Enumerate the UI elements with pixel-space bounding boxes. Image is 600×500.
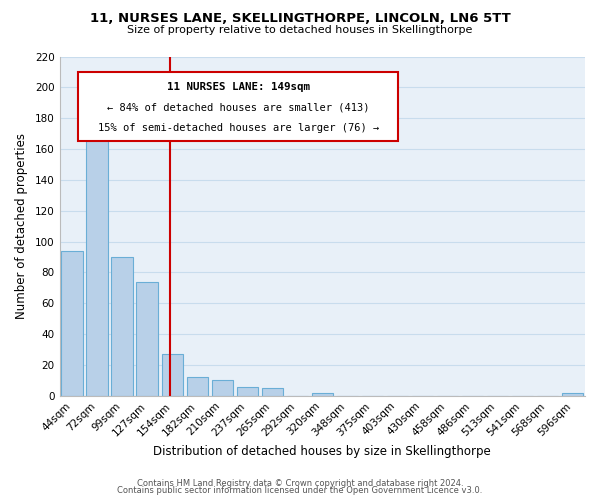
Bar xyxy=(562,393,583,396)
Text: 11 NURSES LANE: 149sqm: 11 NURSES LANE: 149sqm xyxy=(167,82,310,92)
Bar xyxy=(236,386,258,396)
Bar xyxy=(311,393,333,396)
Text: 15% of semi-detached houses are larger (76) →: 15% of semi-detached houses are larger (… xyxy=(98,124,379,134)
Bar xyxy=(136,282,158,396)
Text: ← 84% of detached houses are smaller (413): ← 84% of detached houses are smaller (41… xyxy=(107,102,370,113)
Y-axis label: Number of detached properties: Number of detached properties xyxy=(15,133,28,319)
Text: Size of property relative to detached houses in Skellingthorpe: Size of property relative to detached ho… xyxy=(127,25,473,35)
Text: 11, NURSES LANE, SKELLINGTHORPE, LINCOLN, LN6 5TT: 11, NURSES LANE, SKELLINGTHORPE, LINCOLN… xyxy=(89,12,511,26)
Bar xyxy=(112,257,133,396)
Bar xyxy=(161,354,183,396)
FancyBboxPatch shape xyxy=(78,72,398,142)
Text: Contains HM Land Registry data © Crown copyright and database right 2024.: Contains HM Land Registry data © Crown c… xyxy=(137,478,463,488)
Text: Contains public sector information licensed under the Open Government Licence v3: Contains public sector information licen… xyxy=(118,486,482,495)
Bar xyxy=(212,380,233,396)
Bar xyxy=(86,129,108,396)
X-axis label: Distribution of detached houses by size in Skellingthorpe: Distribution of detached houses by size … xyxy=(154,444,491,458)
Bar xyxy=(61,251,83,396)
Bar xyxy=(262,388,283,396)
Bar xyxy=(187,378,208,396)
